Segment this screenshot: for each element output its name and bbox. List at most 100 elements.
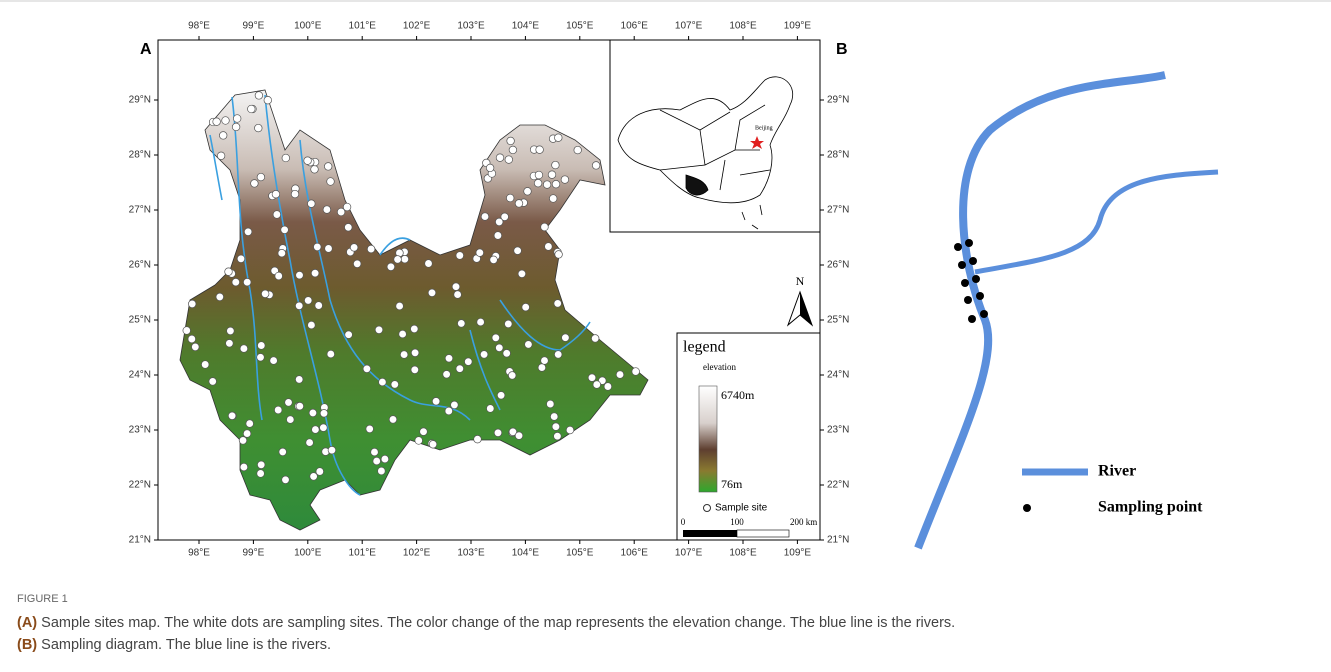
- sample-site: [239, 437, 247, 445]
- sample-site: [306, 439, 314, 447]
- lon-tick-label: 98°E: [188, 21, 210, 32]
- lat-tick-label: 22°N: [129, 480, 151, 491]
- lon-tick-label: 104°E: [512, 548, 540, 559]
- lon-tick-label: 100°E: [294, 548, 322, 559]
- sample-site: [337, 208, 345, 216]
- lon-tick-label: 109°E: [784, 21, 812, 32]
- lat-tick-label: 29°N: [129, 95, 151, 106]
- sample-site: [443, 371, 451, 379]
- sample-site: [254, 124, 262, 132]
- sample-site: [543, 181, 551, 189]
- sample-site: [257, 461, 265, 469]
- sample-site: [387, 263, 395, 271]
- sample-site: [400, 351, 408, 359]
- legend-title: legend: [683, 339, 726, 356]
- scale-label: 200 km: [790, 517, 817, 527]
- lat-tick-label: 26°N: [827, 260, 849, 271]
- sample-site: [555, 251, 563, 259]
- sample-site: [591, 335, 599, 343]
- caption-tag: (B): [17, 637, 37, 653]
- sample-site: [509, 146, 517, 154]
- sample-site: [452, 283, 460, 291]
- sample-site: [243, 278, 251, 286]
- sample-site: [281, 226, 289, 234]
- sample-site: [320, 410, 328, 418]
- sample-site: [465, 358, 473, 366]
- lon-tick-label: 104°E: [512, 21, 540, 32]
- sample-site: [497, 392, 505, 400]
- sample-site: [257, 354, 265, 362]
- sample-site: [494, 232, 502, 240]
- sample-site: [213, 118, 221, 126]
- sample-site: [325, 245, 333, 253]
- sample-site: [345, 224, 353, 232]
- lon-tick-label: 108°E: [729, 548, 757, 559]
- sample-site: [425, 260, 433, 268]
- sample-site: [554, 351, 562, 359]
- lon-tick-label: 99°E: [243, 548, 265, 559]
- sample-site: [304, 157, 312, 165]
- sample-site: [456, 252, 464, 260]
- sample-site: [308, 200, 316, 208]
- sample-site: [192, 343, 200, 351]
- lon-tick-label: 99°E: [243, 21, 265, 32]
- lat-tick-label: 25°N: [827, 315, 849, 326]
- elevation-min: 76m: [721, 477, 743, 491]
- lon-tick-label: 105°E: [566, 548, 594, 559]
- caption-text: Sampling diagram. The blue line is the r…: [41, 637, 331, 653]
- sample-site: [561, 176, 569, 184]
- sample-site: [518, 270, 526, 278]
- north-label: N: [796, 274, 805, 288]
- sample-site: [458, 320, 466, 328]
- lat-tick-label: 29°N: [827, 95, 849, 106]
- sample-site: [278, 249, 286, 257]
- sample-site: [240, 345, 248, 353]
- sample-site: [296, 271, 304, 279]
- sample-site: [548, 171, 556, 179]
- sample-site: [188, 335, 196, 343]
- sample-site: [547, 400, 555, 408]
- sample-site: [552, 180, 560, 188]
- sample-site: [183, 327, 191, 335]
- scale-bar: [737, 530, 789, 537]
- scale-bar: [683, 530, 737, 537]
- legend-point: [1023, 504, 1031, 512]
- sample-site: [562, 334, 570, 342]
- sample-site: [201, 361, 209, 369]
- lat-tick-label: 23°N: [129, 425, 151, 436]
- sample-site: [248, 105, 256, 113]
- lat-tick-label: 24°N: [129, 370, 151, 381]
- caption-line: (B) Sampling diagram. The blue line is t…: [17, 634, 1317, 656]
- lon-tick-label: 107°E: [675, 21, 703, 32]
- sample-site: [314, 243, 322, 251]
- sample-site: [311, 269, 319, 277]
- sample-site: [219, 132, 227, 140]
- sample-site: [552, 161, 560, 169]
- sample-site: [399, 330, 407, 338]
- scale-label: 100: [730, 517, 744, 527]
- sample-site: [275, 272, 283, 280]
- sample-site: [389, 416, 397, 424]
- lat-tick-label: 25°N: [129, 315, 151, 326]
- sample-site: [371, 448, 379, 456]
- sample-site: [345, 331, 353, 339]
- sample-site: [315, 302, 323, 310]
- lon-tick-label: 102°E: [403, 21, 431, 32]
- sample-site: [505, 320, 513, 328]
- sample-site: [291, 190, 299, 198]
- sample-site: [592, 162, 600, 170]
- sample-site: [282, 154, 290, 162]
- lon-tick-label: 102°E: [403, 548, 431, 559]
- sample-site: [545, 243, 553, 251]
- sample-site: [261, 290, 269, 298]
- sample-site: [515, 432, 523, 440]
- scale-label: 0: [681, 517, 686, 527]
- sample-site: [396, 302, 404, 310]
- figure-label: FIGURE 1: [17, 588, 1317, 610]
- lat-tick-label: 28°N: [827, 150, 849, 161]
- sample-site: [574, 146, 582, 154]
- sample-site: [604, 383, 612, 391]
- sample-site: [312, 426, 320, 434]
- sample-site: [534, 179, 542, 187]
- sample-site: [295, 302, 303, 310]
